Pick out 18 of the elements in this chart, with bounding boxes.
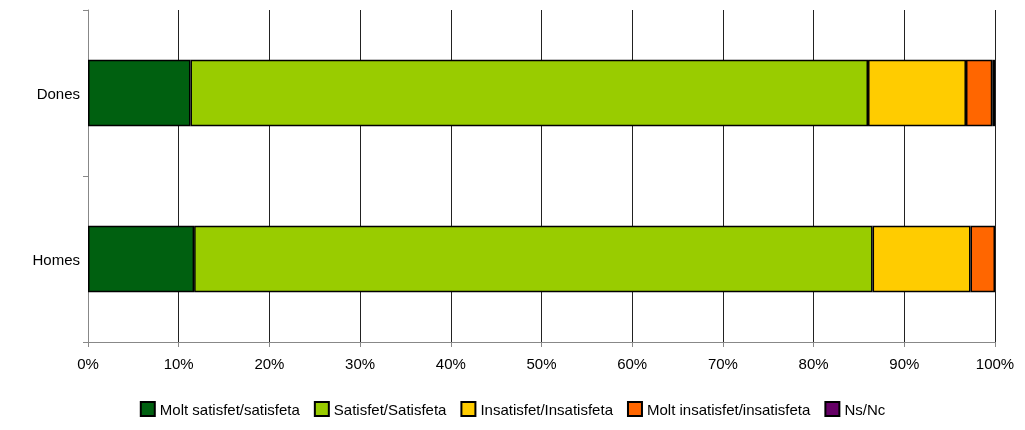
x-tick-label: 30% (345, 355, 376, 372)
y-tick-label: Homes (32, 250, 80, 268)
x-tick-label: 90% (889, 355, 920, 372)
legend-label: Insatisfet/Insatisfeta (480, 400, 614, 418)
legend-label: Molt insatisfet/insatisfeta (646, 400, 812, 418)
legend-label: Ns/Nc (844, 400, 886, 418)
x-tick-label: 80% (798, 355, 829, 372)
x-tick-label: 50% (526, 355, 557, 372)
x-tick-label: 60% (617, 355, 648, 372)
x-tick-label: 40% (435, 355, 466, 372)
x-tick-label: 70% (707, 355, 738, 372)
x-tick-label: 10% (163, 355, 194, 372)
x-tick-label: 100% (975, 355, 1015, 372)
y-tick-label: Dones (36, 84, 80, 102)
x-tick-label: 0% (77, 355, 99, 372)
legend-label: Molt satisfet/satisfeta (159, 400, 301, 418)
x-tick-label: 20% (254, 355, 285, 372)
legend-label: Satisfet/Satisfeta (333, 400, 448, 418)
